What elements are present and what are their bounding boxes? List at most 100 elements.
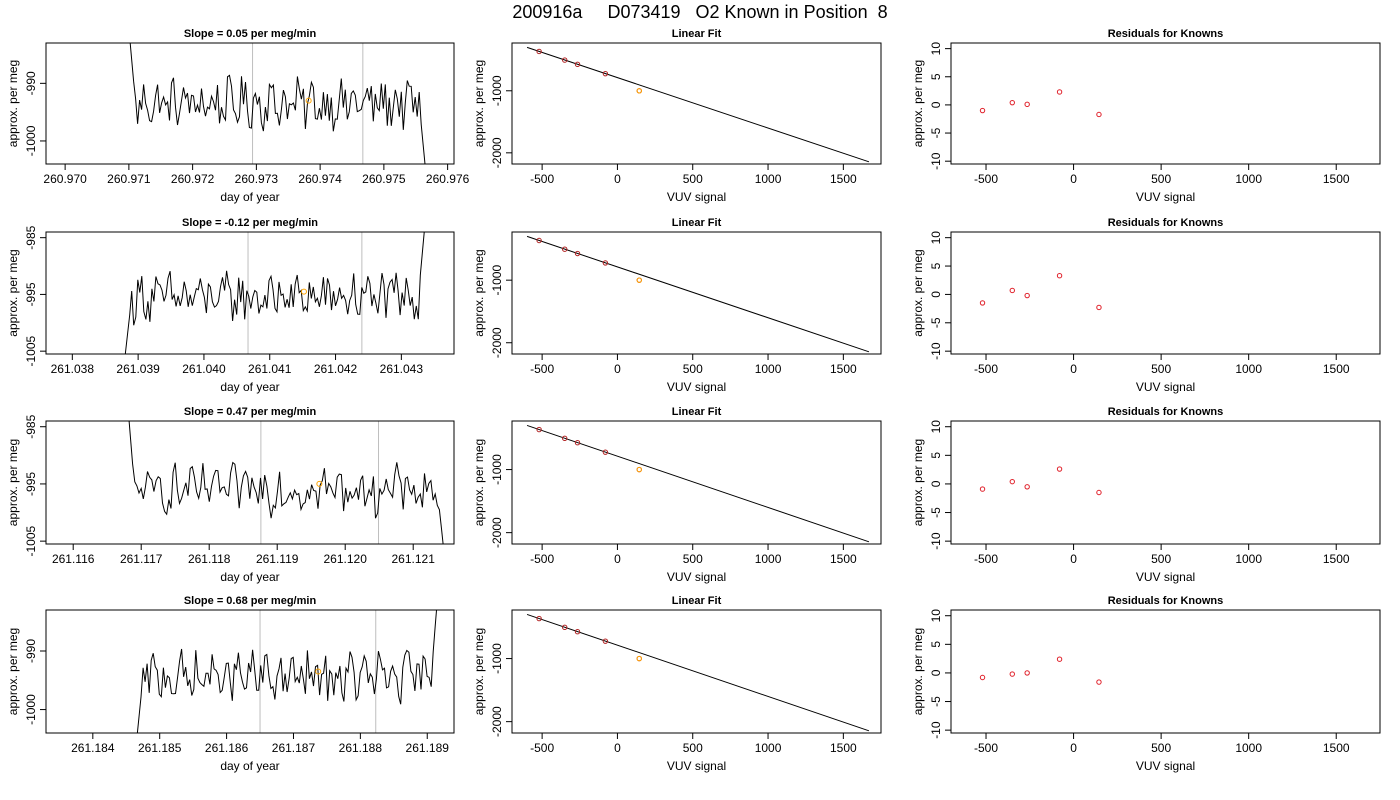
x-tick-label: 1500 [830,362,857,376]
linear-fit-row-1: Linear Fit -500 0 500 1000 1500 -2000 -1000 VUV … [472,28,882,204]
x-axis-label: VUV signal [667,570,726,584]
plot-frame [950,231,1381,355]
x-tick-label: 260.973 [235,172,279,186]
mean-marker [305,97,312,104]
plot-area [979,656,1102,685]
y-tick-label: 0 [929,669,943,676]
x-tick-label: 1500 [1323,362,1350,376]
y-tick-label: -5 [929,317,943,328]
signal-trace [136,610,438,733]
data-point [1096,111,1102,118]
data-point [602,449,609,455]
x-tick-label: 261.189 [406,741,450,755]
fit-line [526,424,870,543]
x-tick-label: 261.041 [248,362,292,376]
y-tick-label: -1000 [24,125,38,156]
data-point [562,435,568,442]
data-point [536,237,542,244]
data-point [562,246,568,252]
x-tick-label: 261.184 [71,741,115,755]
data-point [602,70,609,77]
x-tick-label: -500 [530,362,554,376]
plot-frame [950,420,1381,545]
y-tick-label: 0 [929,101,943,108]
data-point [574,61,581,68]
x-tick-label: 261.043 [380,362,424,376]
data-point [562,57,568,63]
signal-trace [129,43,426,164]
x-tick-label: 1000 [1235,552,1262,566]
y-tick-label: -10 [929,152,943,170]
x-tick-label: 1500 [1323,741,1350,755]
x-tick-label: -500 [530,172,554,186]
plot-frame [511,420,882,545]
fit-line [526,235,870,353]
plot-area [979,466,1102,496]
x-tick-label: 261.121 [392,552,436,566]
y-axis-label: approx. per meg [911,249,925,336]
y-tick-label: 0 [929,480,943,487]
data-point [1096,679,1102,685]
data-point [574,439,581,446]
plot-frame [45,231,455,355]
plot-area [526,424,870,543]
x-tick-label: 261.185 [138,741,182,755]
x-tick-label: -500 [974,172,998,186]
y-tick-label: -995 [24,282,38,306]
plot-area [124,232,425,354]
x-tick-label: 1000 [1235,362,1262,376]
data-point [979,674,986,681]
panel-title: Linear Fit [672,595,722,607]
x-tick-label: 500 [683,172,703,186]
data-point [1056,656,1063,662]
x-tick-label: 500 [1151,741,1171,755]
time-series-row-1: Slope = 0.05 per meg/min 260.970 260.971 26… [6,28,470,204]
residuals-row-2: Residuals for Knowns -500 0 500 1000 1500 -10 -… [911,217,1381,394]
plot-frame [950,42,1381,165]
x-tick-label: 260.972 [171,172,215,186]
unknown-point [636,466,642,473]
linear-fit-row-3: Linear Fit -500 0 500 1000 1500 -2000 -1000 VUV … [472,406,882,584]
y-tick-label: -5 [929,127,943,138]
y-tick-label: 10 [929,420,943,434]
x-tick-label: 261.119 [256,552,299,566]
x-tick-label: 261.117 [120,552,163,566]
plot-frame [511,42,882,165]
x-tick-label: 500 [1151,552,1171,566]
x-tick-label: 261.038 [51,362,95,376]
data-point [574,250,581,257]
data-point [1056,89,1063,95]
data-point [1009,478,1015,485]
y-tick-label: 10 [929,42,943,56]
data-point [1096,304,1102,311]
x-tick-label: 1500 [830,741,857,755]
data-point [574,628,581,635]
y-axis-label: approx. per meg [6,60,20,147]
fit-line [526,46,870,163]
y-tick-label: -990 [24,71,38,95]
panel-title: Linear Fit [672,217,722,229]
data-point [1009,287,1015,294]
plot-frame [511,609,882,734]
plot-frame [511,231,882,355]
y-tick-label: -10 [929,721,943,739]
y-axis-label: approx. per meg [472,628,486,715]
plot-area [526,613,870,732]
panel-title: Slope = 0.47 per meg/min [184,406,317,418]
x-tick-label: 1000 [755,741,782,755]
unknown-point [636,277,642,283]
panel-title: Residuals for Knowns [1108,217,1224,229]
x-axis-label: VUV signal [1136,759,1195,773]
x-tick-label: -500 [530,552,554,566]
data-point [1024,670,1030,676]
residuals-row-3: Residuals for Knowns -500 0 500 1000 1500 -10 -… [911,406,1381,584]
y-tick-label: -1000 [490,454,504,485]
x-axis-label: day of year [220,759,279,773]
y-tick-label: 5 [929,262,943,269]
x-tick-label: 1000 [755,172,782,186]
x-tick-label: 260.976 [426,172,470,186]
x-tick-label: 1500 [830,172,857,186]
panel-title: Slope = 0.05 per meg/min [184,28,317,40]
